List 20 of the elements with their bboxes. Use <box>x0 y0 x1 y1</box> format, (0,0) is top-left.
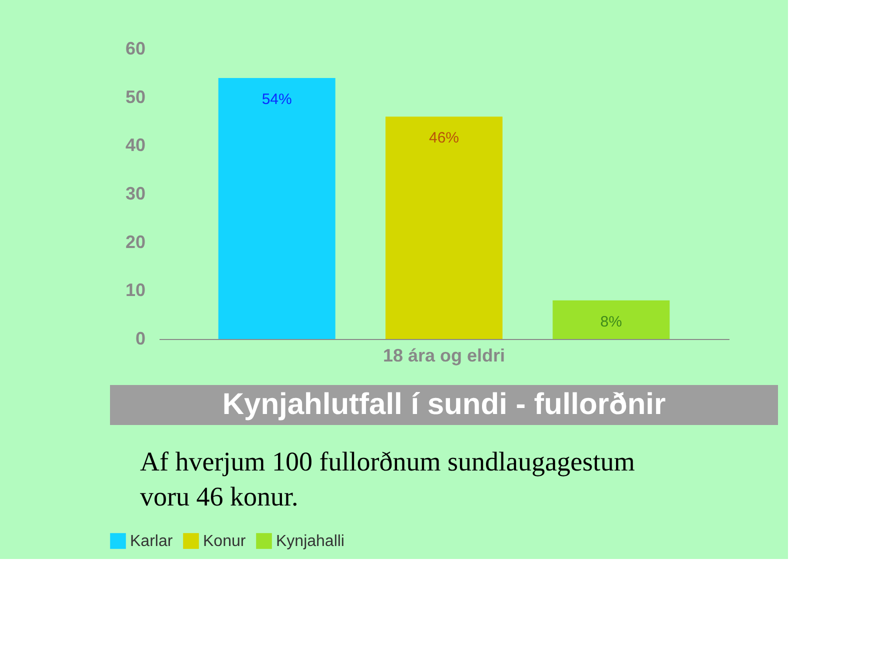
y-tick-label: 30 <box>125 184 146 204</box>
text: Af hverjum 100 fullorðnum sundlaugagestum <box>140 446 635 476</box>
y-tick-label: 60 <box>125 38 146 58</box>
data-label: 8% <box>600 313 622 330</box>
data-label: 46% <box>428 130 460 147</box>
bar <box>385 116 503 339</box>
legend-label: Kynjahalli <box>276 533 344 550</box>
text: Kynjahlutfall í sundi - fullorðnir <box>222 388 666 421</box>
y-tick-label: 50 <box>125 86 146 107</box>
y-tick-label: 0 <box>135 328 146 348</box>
y-tick-label: 20 <box>125 232 146 252</box>
bar <box>552 300 670 339</box>
bar <box>218 78 336 339</box>
legend-label: Karlar <box>130 533 174 550</box>
data-label: 54% <box>262 91 292 108</box>
text: voru 46 konur. <box>140 482 298 512</box>
x-tick-label: 18 ára og eldri <box>382 346 506 366</box>
y-tick-label: 40 <box>125 135 146 156</box>
legend-label: Konur <box>203 533 246 550</box>
y-tick-label: 10 <box>125 280 146 300</box>
